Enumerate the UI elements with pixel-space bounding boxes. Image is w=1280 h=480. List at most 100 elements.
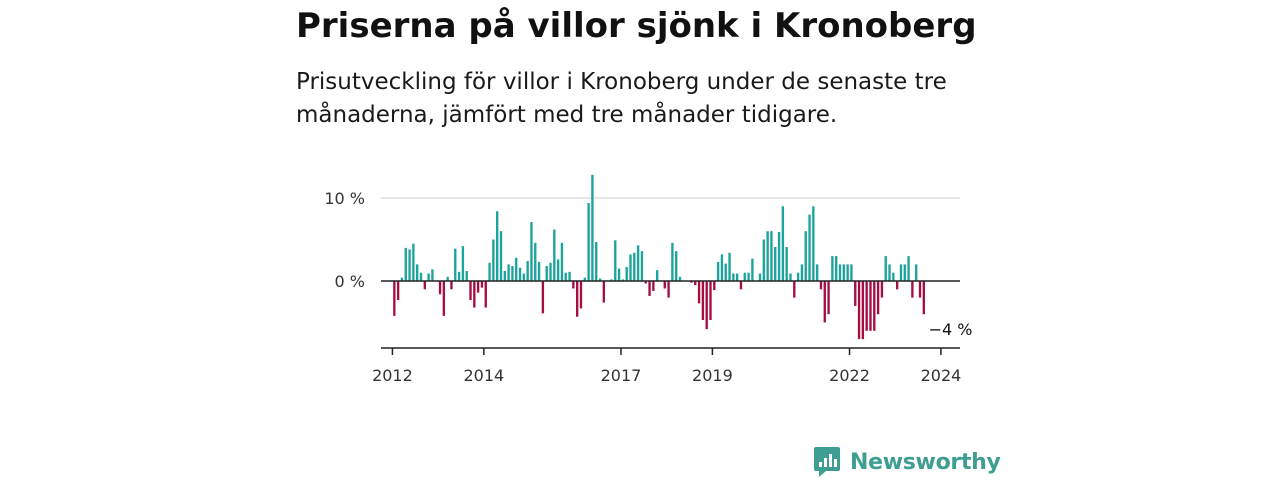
bar xyxy=(431,269,434,281)
bar xyxy=(438,281,442,295)
x-tick-label: 2022 xyxy=(829,366,870,385)
bar xyxy=(400,277,404,281)
bar xyxy=(857,281,861,340)
bar xyxy=(545,266,548,281)
bar xyxy=(530,222,533,281)
bar xyxy=(690,281,693,283)
bar xyxy=(869,281,872,331)
bar xyxy=(865,281,868,331)
bar xyxy=(819,281,823,290)
bar xyxy=(663,281,666,289)
x-tick-label: 2014 xyxy=(463,366,504,385)
brand-logo[interactable]: Newsworthy xyxy=(813,446,1001,478)
bar xyxy=(602,281,606,303)
bar xyxy=(644,281,647,284)
bar xyxy=(393,281,396,316)
bar xyxy=(922,281,925,315)
bar xyxy=(823,281,826,323)
bar xyxy=(587,202,590,281)
bar xyxy=(724,263,727,281)
bar xyxy=(800,264,804,281)
bar xyxy=(812,206,815,281)
bar xyxy=(751,258,754,281)
bar xyxy=(465,271,468,281)
bar xyxy=(560,242,564,281)
bar xyxy=(450,281,453,290)
annotation-label: −4 % xyxy=(929,320,973,339)
bar xyxy=(808,214,811,281)
chart-subtitle: Prisutveckling för villor i Kronoberg un… xyxy=(296,69,947,128)
bar xyxy=(595,241,598,281)
bar xyxy=(804,231,807,281)
bar xyxy=(846,264,849,281)
bar xyxy=(496,211,499,281)
bar xyxy=(419,272,423,281)
x-tick-label: 2019 xyxy=(692,366,733,385)
bar xyxy=(442,281,446,316)
bar xyxy=(568,271,571,281)
bar xyxy=(701,281,705,321)
bar xyxy=(903,264,906,281)
bar xyxy=(427,273,430,281)
bar xyxy=(469,281,472,301)
bar xyxy=(579,281,583,309)
bar xyxy=(636,245,640,281)
bar xyxy=(838,264,842,281)
bar xyxy=(518,267,522,281)
bar xyxy=(888,264,891,281)
bar xyxy=(892,272,895,281)
bar xyxy=(648,281,651,296)
y-axis-ticks: 0 % 10 % xyxy=(324,189,365,291)
bar xyxy=(640,251,644,281)
bar xyxy=(835,256,838,281)
bar xyxy=(911,281,914,298)
bar xyxy=(457,271,461,281)
bar xyxy=(861,281,865,340)
bar xyxy=(716,261,720,281)
bar xyxy=(404,247,407,281)
bar xyxy=(629,254,632,281)
bar xyxy=(617,268,621,281)
bar xyxy=(842,264,845,281)
bars xyxy=(393,174,925,340)
bar xyxy=(675,251,678,281)
bar xyxy=(572,281,575,289)
bar xyxy=(591,174,594,281)
bar xyxy=(488,262,491,281)
newsworthy-logo-icon xyxy=(814,447,840,477)
y-tick-label: 0 % xyxy=(335,272,365,291)
bar xyxy=(815,264,819,281)
bar xyxy=(503,271,506,281)
bar xyxy=(827,281,830,315)
bar xyxy=(796,272,800,281)
bar xyxy=(785,246,788,281)
bar xyxy=(446,276,449,281)
y-tick-label: 10 % xyxy=(324,189,365,208)
bar xyxy=(777,232,781,281)
bar xyxy=(793,281,796,298)
bar xyxy=(553,229,556,281)
bar xyxy=(831,256,834,281)
bar xyxy=(412,243,415,281)
bar xyxy=(907,256,910,281)
bar xyxy=(735,273,739,281)
bar xyxy=(549,262,552,281)
bar xyxy=(625,266,628,281)
bar xyxy=(598,278,602,281)
bar xyxy=(461,246,465,281)
bar xyxy=(507,264,510,281)
annotations: −4 % xyxy=(929,320,973,339)
bar xyxy=(720,254,724,281)
bar xyxy=(652,281,655,291)
bar xyxy=(899,264,903,281)
bar xyxy=(476,281,480,293)
brand-name: Newsworthy xyxy=(850,449,1001,475)
bar xyxy=(789,273,792,281)
bar xyxy=(766,231,769,281)
bar xyxy=(713,281,716,291)
bar xyxy=(408,249,411,281)
bar xyxy=(526,261,529,281)
bar xyxy=(416,264,419,281)
bar xyxy=(781,206,785,281)
